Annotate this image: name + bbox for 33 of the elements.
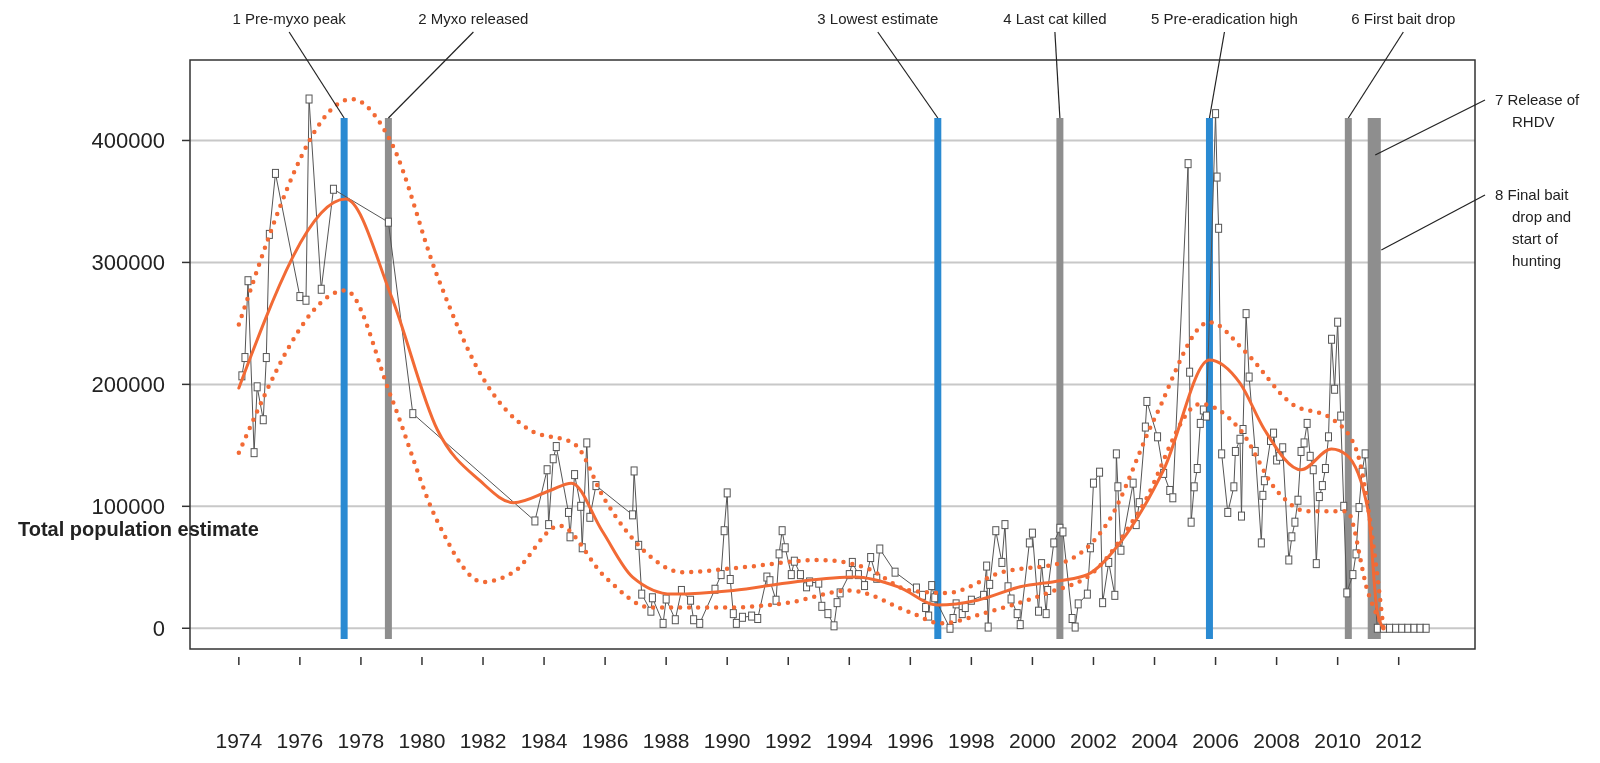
y-tick-label: 200000 [91, 372, 165, 398]
x-tick-label: 1980 [398, 729, 446, 752]
ref-line-label: 1 Pre-myxo peak [232, 10, 347, 27]
x-tick-label: 1998 [948, 729, 995, 752]
x-tick-label: 1996 [886, 729, 934, 752]
x-tick-label: 1978 [337, 729, 385, 752]
x-tick-label: 2004 [1131, 729, 1179, 752]
x-tick-label: 1988 [642, 729, 690, 752]
ref-line-label: 8 Final bait drop and start of hunting [1495, 186, 1572, 269]
ref-line-label: 3 Lowest estimate [817, 10, 939, 27]
y-tick-label: 100000 [91, 494, 165, 520]
x-tick-label: 2002 [1070, 729, 1117, 752]
x-tick-label: 2006 [1192, 729, 1239, 752]
ref-line-label: 7 Release of RHDV [1495, 91, 1581, 130]
x-tick-label: 1982 [459, 729, 507, 752]
ref-line-label: 5 Pre-eradication high [1151, 10, 1298, 27]
x-tick-label: 1976 [276, 729, 324, 752]
ref-line-label: 2 Myxo released [418, 10, 529, 27]
x-tick-label: 1984 [520, 729, 568, 752]
x-tick-label: 2008 [1253, 729, 1300, 752]
x-tick-label: 1986 [581, 729, 629, 752]
x-tick-label: 2000 [1009, 729, 1056, 752]
y-tick-label: 300000 [91, 250, 165, 276]
x-tick-label: 1992 [764, 729, 812, 752]
y-tick-label: 0 [152, 615, 165, 641]
x-tick-label: 1990 [703, 729, 751, 752]
y-tick-label: 400000 [91, 128, 165, 154]
ref-line-label: 4 Last cat killed [1003, 10, 1107, 27]
x-tick-label: 1974 [215, 729, 263, 752]
ref-line-label: 6 First bait drop [1351, 10, 1456, 27]
x-tick-label: 1994 [825, 729, 873, 752]
x-tick-label: 2012 [1375, 729, 1423, 752]
x-tick-label: 2010 [1314, 729, 1362, 752]
